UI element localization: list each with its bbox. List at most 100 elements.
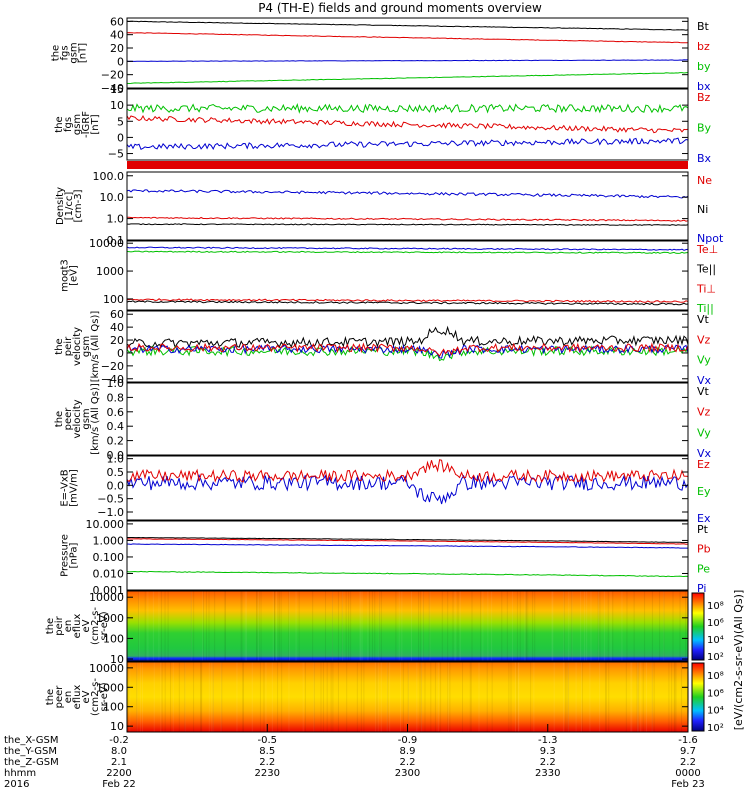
y-axis-label: E=-VxB bbox=[60, 469, 71, 506]
series-Vy bbox=[126, 344, 689, 362]
legend-Vx: Vx bbox=[697, 447, 712, 460]
y-tick-label: 0.2 bbox=[107, 435, 125, 448]
y-axis-label: [km/s (All Qs)] bbox=[90, 383, 101, 455]
ephemeris-value: 2300 bbox=[395, 768, 420, 779]
ephemeris-value: 2.2 bbox=[680, 757, 696, 768]
colorbar-1 bbox=[691, 592, 705, 661]
y-tick-label: 0.6 bbox=[107, 406, 125, 419]
legend-Vz: Vz bbox=[697, 333, 711, 346]
ephemeris-value: 2.2 bbox=[540, 757, 556, 768]
ephemeris-value: 0000 bbox=[675, 768, 700, 779]
y-axis-label: eV bbox=[81, 619, 92, 632]
series-Bz bbox=[126, 114, 689, 134]
y-tick-label: 10000 bbox=[89, 662, 124, 675]
y-axis-label: eflux bbox=[72, 685, 83, 710]
y-axis-label: fgs bbox=[63, 117, 74, 132]
series-Vz bbox=[126, 342, 689, 358]
y-axis-label: peir bbox=[63, 336, 74, 356]
spectrogram-fill bbox=[127, 591, 688, 661]
legend-bz: bz bbox=[697, 40, 710, 53]
y-axis-label: peir bbox=[54, 615, 65, 635]
legend-Pe: Pe bbox=[697, 562, 710, 575]
y-axis-label: [eV] bbox=[69, 265, 80, 286]
legend-Te||: Te|| bbox=[696, 263, 716, 276]
y-axis-label: peer bbox=[54, 685, 65, 709]
series-bz bbox=[126, 32, 689, 44]
y-tick-label: −1.0 bbox=[97, 506, 124, 519]
separator-bar bbox=[127, 161, 688, 169]
legend-Te⊥: Te⊥ bbox=[696, 243, 718, 256]
colorbar-tick: 10⁴ bbox=[707, 635, 724, 646]
plot-title: P4 (TH-E) fields and ground moments over… bbox=[258, 1, 542, 15]
y-tick-label: 10 bbox=[110, 99, 124, 112]
ephemeris-value: -0.5 bbox=[257, 735, 277, 746]
ephemeris-value: 8.0 bbox=[111, 746, 127, 757]
panel-6: 1.00.8 0.60.4 0.20.0 thepeervelocitygsm[km/… bbox=[54, 377, 712, 462]
y-tick-label: 10000 bbox=[89, 237, 124, 250]
y-axis-label: gsm bbox=[81, 336, 92, 357]
y-tick-label: −40 bbox=[101, 373, 124, 386]
y-axis-label: -IGRF bbox=[81, 111, 92, 138]
series-Pe bbox=[126, 570, 689, 578]
spectrogram-fill bbox=[127, 662, 688, 732]
x-axis-ephemeris: the_X-GSM -0.2 -0.5 -0.9 -1.3 -1.6 the_Y-GSM 8.… bbox=[4, 724, 705, 790]
y-tick-label: 1000 bbox=[96, 612, 124, 625]
panel-frame bbox=[126, 88, 689, 161]
series-Bt bbox=[126, 20, 689, 31]
ephemeris-value: 9.7 bbox=[680, 746, 696, 757]
panel-3: 100.0 10.0 1.0 0.1 Density[1/cc][cm-3] Ne Ni Np… bbox=[55, 170, 724, 247]
y-tick-label: 0.001 bbox=[93, 584, 125, 597]
y-axis-label: [mV/m] bbox=[69, 469, 80, 507]
ephemeris-value: Feb 22 bbox=[102, 779, 136, 790]
y-tick-label: 0 bbox=[117, 131, 124, 144]
y-axis-label: [1/cc] bbox=[64, 192, 75, 221]
y-axis-label: velocity bbox=[72, 327, 83, 366]
ephemeris-value: 8.9 bbox=[400, 746, 416, 757]
legend-Pi: Pi bbox=[697, 582, 706, 595]
colorbar-tick: 10⁸ bbox=[707, 601, 724, 612]
y-tick-label: 1000 bbox=[96, 265, 124, 278]
y-axis-label: the bbox=[45, 689, 56, 705]
y-tick-label: 0.1 bbox=[107, 234, 125, 247]
y-tick-label: 100.0 bbox=[93, 170, 125, 183]
y-axis-label: Pressure bbox=[60, 534, 71, 577]
y-axis-label: moqt3 bbox=[60, 259, 71, 292]
legend-Vy: Vy bbox=[697, 426, 711, 439]
legend-Ti||: Ti|| bbox=[696, 302, 714, 315]
legend-Bx: Bx bbox=[697, 152, 712, 165]
panel-7: 1.00.50.0−0.5−1.0 E=-VxB[mV/m] Ez Ey Ex bbox=[60, 453, 711, 525]
panel-frame bbox=[126, 590, 689, 662]
ephemeris-value: 2.1 bbox=[111, 757, 127, 768]
legend-Vx: Vx bbox=[697, 374, 712, 387]
ephemeris-value: -0.2 bbox=[109, 735, 129, 746]
y-tick-label: 10.0 bbox=[100, 191, 125, 204]
panel-frame bbox=[126, 240, 689, 311]
y-tick-label: 1000 bbox=[96, 681, 124, 694]
y-tick-label: 0.8 bbox=[107, 391, 125, 404]
series-Pt bbox=[127, 536, 689, 544]
panel-frame bbox=[126, 382, 689, 456]
series-Ti⊥ bbox=[126, 246, 689, 251]
series-Pb bbox=[126, 538, 689, 545]
series-Te⊥ bbox=[126, 298, 689, 303]
ephemeris-value: Feb 23 bbox=[671, 779, 705, 790]
ephemeris-label: the_X-GSM bbox=[4, 735, 58, 746]
y-tick-label: 40 bbox=[110, 321, 124, 334]
legend-Ey: Ey bbox=[697, 485, 711, 498]
legend-Bz: Bz bbox=[697, 91, 711, 104]
legend-Ex: Ex bbox=[697, 512, 711, 525]
y-tick-label: −40 bbox=[101, 82, 124, 95]
series-Bx bbox=[126, 137, 689, 150]
y-axis-label: the bbox=[54, 411, 65, 427]
y-axis-label: en bbox=[63, 691, 74, 704]
legend-by: by bbox=[697, 60, 711, 73]
y-axis-label: eV bbox=[81, 690, 92, 703]
series-Ex bbox=[126, 473, 689, 505]
series-Npot bbox=[126, 189, 689, 199]
y-tick-label: 0.100 bbox=[93, 551, 125, 564]
series-By bbox=[126, 103, 689, 114]
panel-10: 10000 1000 100 10 thepeerenefluxeV(cm2-s-sr-… bbox=[45, 661, 689, 733]
y-axis-label: the bbox=[54, 116, 65, 132]
